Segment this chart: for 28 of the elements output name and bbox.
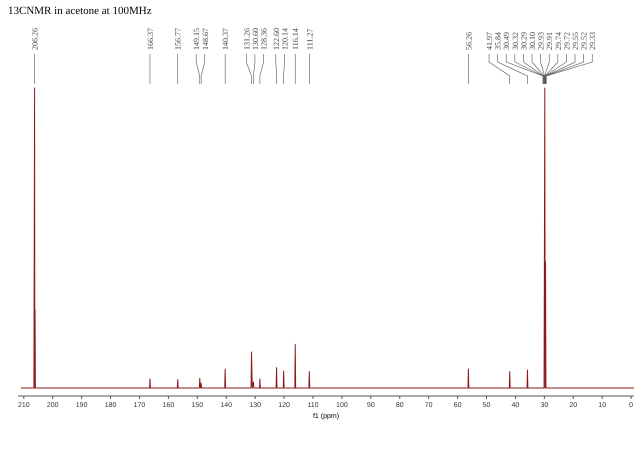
annotation: 156.77 (174, 28, 183, 50)
annotation: 116.14 (291, 28, 300, 50)
chart-title: 13CNMR in acetone at 100MHz (8, 5, 152, 17)
annotation: 30.49 (502, 32, 512, 50)
annotation: 30.32 (510, 32, 520, 50)
annotation: 29.52 (580, 32, 589, 50)
annotation: 120.14 (280, 28, 290, 50)
annotation: 206.26 (30, 28, 40, 50)
annotation: 35.84 (494, 32, 503, 50)
annotation: 29.91 (545, 32, 554, 50)
annotation: 130.60 (250, 28, 260, 50)
annotation: 166.37 (146, 28, 155, 50)
annotation: 29.72 (562, 32, 572, 50)
annotation: 30.10 (528, 32, 538, 50)
annotation: 29.33 (588, 32, 598, 50)
annotation: 149.15 (192, 28, 202, 50)
annotation: 56.26 (464, 32, 474, 50)
annotation: 29.55 (571, 32, 580, 50)
annotation: 29.74 (554, 32, 563, 50)
annotation: 140.37 (221, 28, 230, 50)
annotation: 30.29 (519, 32, 528, 50)
annotation: 122.60 (272, 28, 281, 50)
annotation: 111.27 (305, 28, 314, 50)
annotation: 29.93 (536, 32, 546, 50)
annotation: 41.97 (485, 32, 494, 50)
annotation: 131.26 (242, 28, 252, 50)
annotation: 148.67 (200, 28, 210, 50)
annotation: 128.36 (260, 28, 269, 50)
